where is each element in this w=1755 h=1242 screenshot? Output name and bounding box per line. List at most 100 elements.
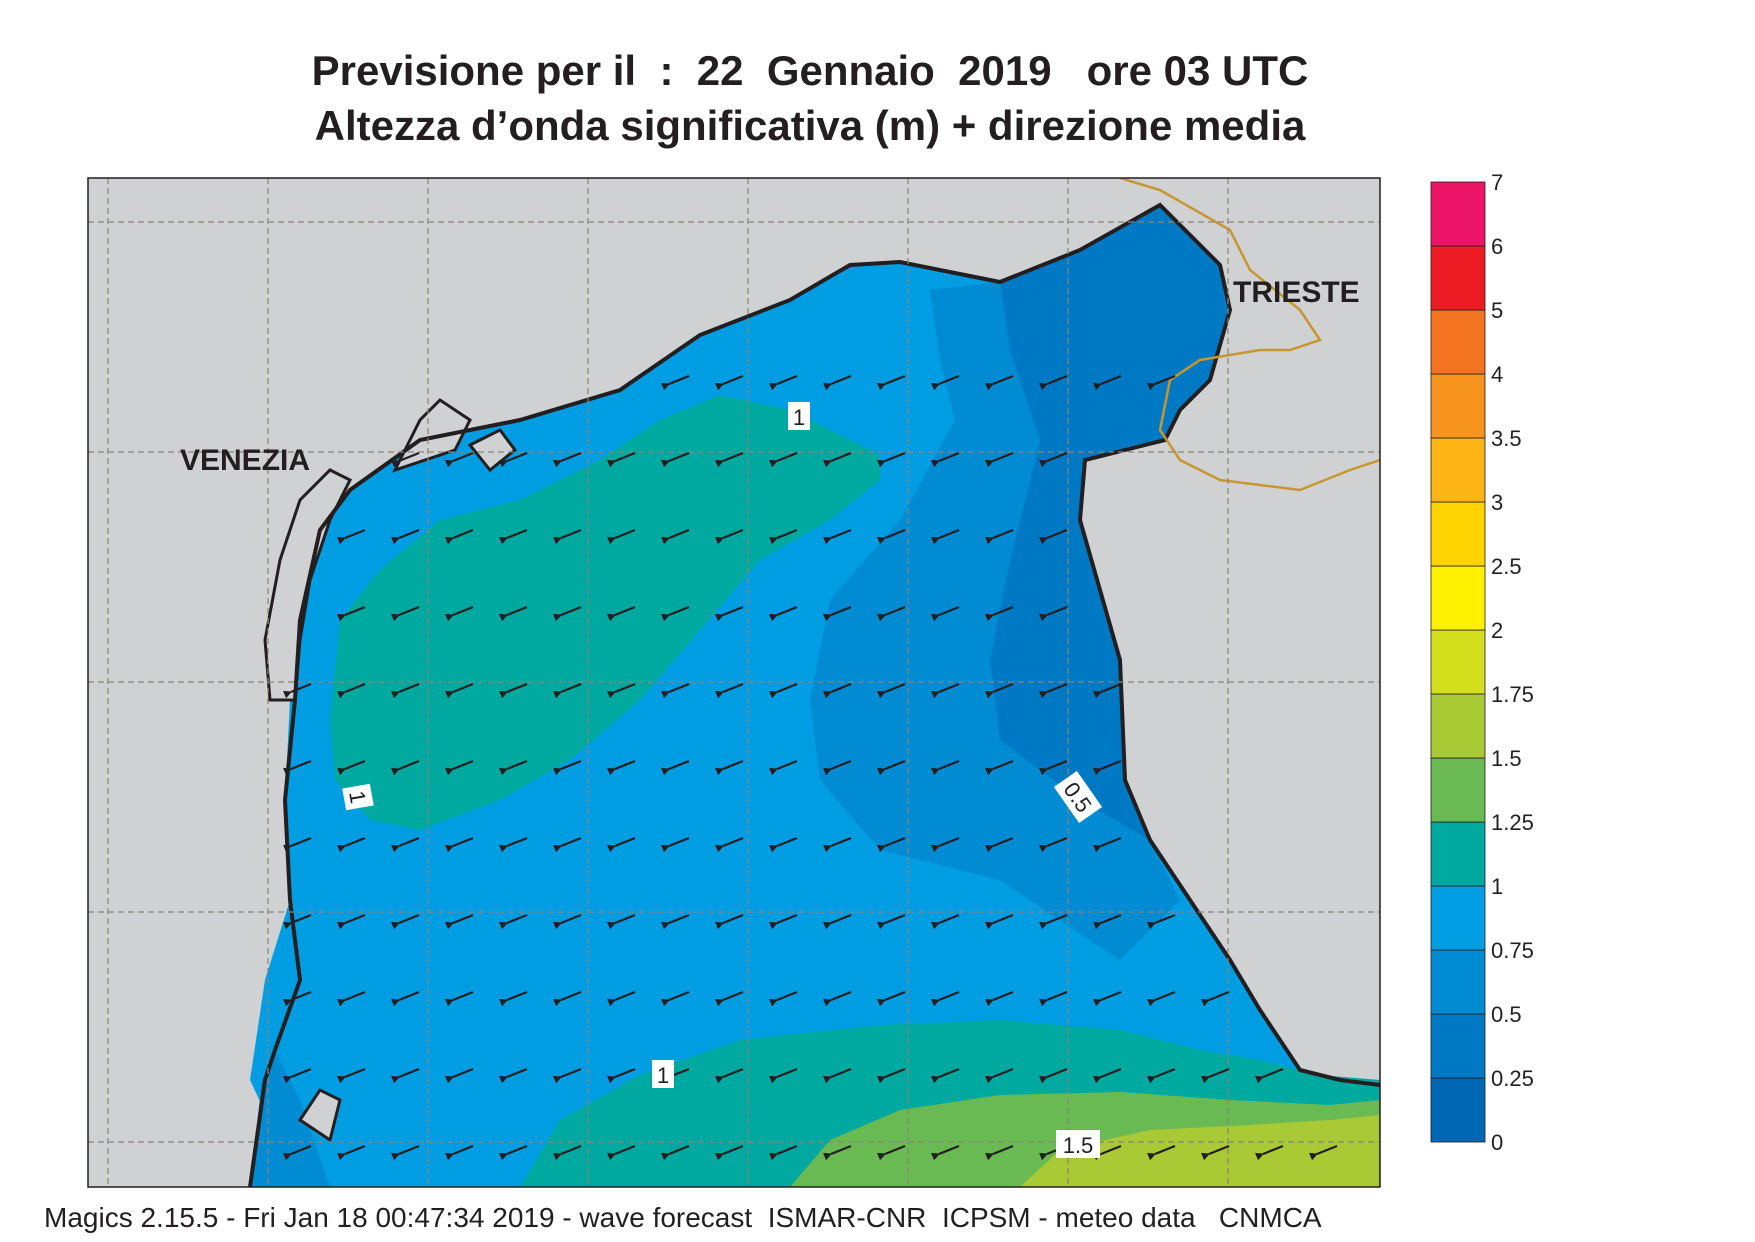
wave-direction-arrow xyxy=(823,605,852,622)
wave-direction-arrow xyxy=(931,528,960,545)
wave-direction-arrow xyxy=(445,759,474,776)
wave-direction-arrow xyxy=(553,1067,582,1084)
svg-text:1: 1 xyxy=(344,789,371,805)
wave-direction-arrow xyxy=(499,1144,528,1161)
wave-direction-arrow xyxy=(823,682,852,699)
wave-direction-arrow xyxy=(607,990,636,1007)
legend-swatch xyxy=(1430,949,1486,1015)
wave-direction-arrow xyxy=(715,836,744,853)
wave-direction-arrow xyxy=(1147,913,1176,930)
wave-direction-arrow xyxy=(1201,990,1230,1007)
wave-direction-arrow xyxy=(769,682,798,699)
wave-direction-arrow xyxy=(661,990,690,1007)
wave-direction-arrow xyxy=(1201,1067,1230,1084)
sea-band-15 xyxy=(1020,1115,1380,1187)
wave-direction-arrow xyxy=(715,1067,744,1084)
wave-direction-arrow xyxy=(1093,1067,1122,1084)
wave-direction-arrow xyxy=(337,605,366,622)
wave-direction-arrow xyxy=(337,1144,366,1161)
wave-direction-arrow xyxy=(499,605,528,622)
wave-direction-arrow xyxy=(931,1144,960,1161)
wave-direction-arrow xyxy=(283,990,312,1007)
wave-direction-arrow xyxy=(715,913,744,930)
wave-direction-arrow xyxy=(985,990,1014,1007)
wave-direction-arrow xyxy=(445,990,474,1007)
wave-direction-arrow xyxy=(661,374,690,391)
legend-swatch xyxy=(1430,501,1486,567)
wave-direction-arrow xyxy=(715,451,744,468)
wave-direction-arrow xyxy=(931,913,960,930)
wave-direction-arrow xyxy=(1039,990,1068,1007)
wave-direction-arrow xyxy=(553,528,582,545)
legend-swatch xyxy=(1430,245,1486,311)
wave-direction-arrow xyxy=(877,451,906,468)
wave-direction-arrow xyxy=(553,682,582,699)
legend-swatch xyxy=(1430,437,1486,503)
wave-direction-arrow xyxy=(1147,990,1176,1007)
wave-direction-arrow xyxy=(1039,605,1068,622)
wave-direction-arrow xyxy=(499,682,528,699)
wave-direction-arrow xyxy=(661,682,690,699)
wave-direction-arrow xyxy=(391,528,420,545)
wave-direction-arrow xyxy=(1255,1144,1284,1161)
city-label-trieste: TRIESTE xyxy=(1233,276,1360,309)
legend-tick-label: 1.25 xyxy=(1491,810,1534,835)
wave-direction-arrow xyxy=(283,1067,312,1084)
wave-direction-arrow xyxy=(1201,1144,1230,1161)
wave-direction-arrow xyxy=(877,1144,906,1161)
wave-direction-arrow xyxy=(985,1144,1014,1161)
legend-tick-label: 2 xyxy=(1491,618,1503,643)
wave-direction-arrow xyxy=(607,528,636,545)
sea-west-strip xyxy=(250,1050,330,1187)
wave-direction-arrow xyxy=(1309,1144,1338,1161)
wave-direction-arrow xyxy=(823,913,852,930)
wave-direction-arrow xyxy=(769,913,798,930)
wave-direction-arrow xyxy=(391,1067,420,1084)
wave-direction-arrow xyxy=(769,528,798,545)
wave-direction-arrow xyxy=(877,913,906,930)
legend-tick-label: 3 xyxy=(1491,490,1503,515)
legend-tick-label: 0.25 xyxy=(1491,1066,1534,1091)
wave-direction-arrow xyxy=(823,1144,852,1161)
wave-direction-arrow xyxy=(607,836,636,853)
wave-direction-arrow xyxy=(391,605,420,622)
sea-band-0 xyxy=(990,205,1230,840)
wave-direction-arrow xyxy=(985,528,1014,545)
wave-direction-arrow xyxy=(553,990,582,1007)
wave-direction-arrow xyxy=(445,528,474,545)
wave-direction-arrow xyxy=(607,759,636,776)
legend-tick-label: 4 xyxy=(1491,362,1503,387)
wave-direction-arrow xyxy=(1039,682,1068,699)
legend-swatch xyxy=(1430,821,1486,887)
wave-direction-arrow xyxy=(1039,913,1068,930)
wave-direction-arrow xyxy=(715,528,744,545)
wave-direction-arrow xyxy=(607,1067,636,1084)
wave-direction-arrow xyxy=(337,913,366,930)
wave-direction-arrow xyxy=(931,374,960,391)
wave-direction-arrow xyxy=(877,528,906,545)
colour-legend: 0 0.25 0.5 0.75 1 1.25 1.5 1.75 2 2.5 3 3.5 4 5 6 7 xyxy=(1430,170,1534,1155)
wave-direction-arrow xyxy=(553,605,582,622)
wave-direction-arrow xyxy=(1093,990,1122,1007)
wave-direction-arrow xyxy=(337,682,366,699)
wave-direction-arrow xyxy=(823,759,852,776)
wave-direction-arrow xyxy=(877,1067,906,1084)
wave-direction-arrow xyxy=(445,913,474,930)
wave-direction-arrow xyxy=(1093,1144,1122,1161)
wave-direction-arrow xyxy=(715,605,744,622)
wave-direction-arrow xyxy=(661,605,690,622)
svg-text:1: 1 xyxy=(657,1063,669,1088)
wave-direction-arrow xyxy=(769,451,798,468)
wave-direction-arrow xyxy=(445,1067,474,1084)
wave-direction-arrow xyxy=(391,451,420,468)
wave-direction-arrow xyxy=(985,913,1014,930)
wave-direction-arrow xyxy=(769,1144,798,1161)
wave-direction-arrow xyxy=(391,1144,420,1161)
wave-direction-arrow xyxy=(445,451,474,468)
wave-direction-arrow xyxy=(1039,451,1068,468)
wave-direction-arrow xyxy=(607,1144,636,1161)
sea-band-1-north xyxy=(330,395,880,830)
wave-direction-arrow xyxy=(1147,1067,1176,1084)
contour-label-south-east: 1.5 xyxy=(1056,1130,1100,1158)
